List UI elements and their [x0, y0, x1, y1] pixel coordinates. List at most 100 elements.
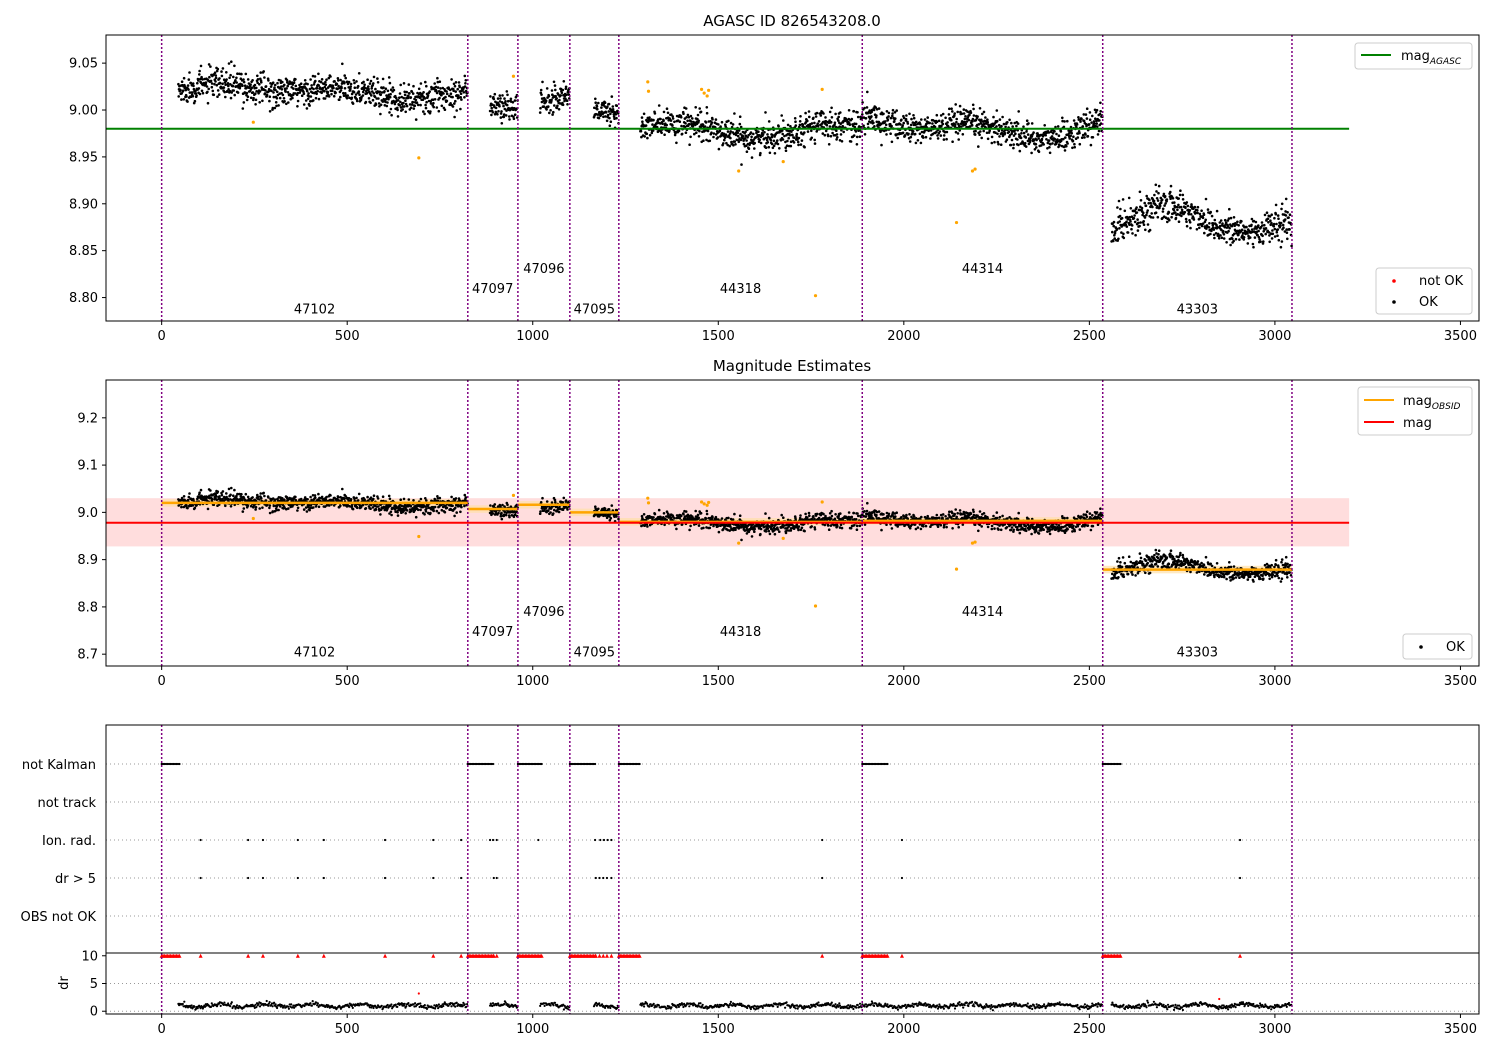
ok-point: [753, 141, 756, 145]
ok-point: [499, 97, 502, 100]
agasc-ytick-label: 8.85: [69, 244, 98, 259]
ok-point: [437, 109, 441, 113]
ok-point: [1129, 207, 1133, 210]
ok-point: [1135, 206, 1138, 209]
ok-point: [665, 107, 669, 110]
ok-point: [792, 141, 796, 144]
ok-point: [221, 82, 224, 86]
ok-point: [766, 133, 769, 136]
ok-point: [501, 503, 504, 507]
ok-point: [964, 115, 967, 118]
ok-point: [277, 104, 280, 107]
ok-point: [772, 139, 776, 143]
ok-point: [246, 95, 250, 98]
ok-point: [339, 78, 342, 82]
ok-point: [769, 138, 773, 142]
ok-point: [829, 134, 833, 138]
ok-point: [807, 511, 811, 515]
ok-point: [1090, 121, 1093, 124]
ok-point: [1185, 201, 1189, 204]
ok-point: [736, 134, 740, 138]
ok-point: [995, 119, 999, 123]
ok-point: [804, 111, 807, 115]
ok-point: [954, 123, 957, 126]
ok-point: [1142, 223, 1146, 226]
ok-point: [355, 99, 359, 103]
ok-point: [967, 118, 971, 122]
ok-point: [489, 95, 492, 98]
ok-point: [317, 84, 321, 87]
ok-point: [918, 132, 922, 136]
ok-point: [1097, 129, 1101, 133]
ok-point: [443, 108, 447, 111]
ok-point: [1002, 122, 1006, 126]
ok-point: [849, 526, 853, 530]
ok-point: [395, 96, 398, 100]
ok-point: [454, 506, 457, 510]
ok-point: [745, 150, 749, 153]
ok-point: [855, 528, 859, 531]
ok-point: [789, 527, 793, 530]
ok-point: [285, 78, 289, 82]
ok-point: [372, 494, 376, 498]
ok-point: [594, 505, 597, 509]
ok-point: [240, 72, 243, 76]
ok-point: [1222, 233, 1226, 236]
ok-point: [215, 69, 219, 73]
ok-point: [392, 88, 396, 92]
ok-point: [366, 91, 369, 95]
ok-point: [1016, 138, 1019, 141]
ok-point: [290, 81, 294, 84]
ok-point: [397, 99, 400, 102]
legend-marker: [1392, 279, 1396, 283]
ok-point: [402, 101, 405, 105]
ok-point: [1224, 221, 1228, 224]
ok-point: [1270, 221, 1273, 225]
ok-point: [609, 112, 612, 116]
ok-point: [455, 511, 459, 514]
ok-point: [1247, 234, 1250, 238]
ok-point: [673, 120, 676, 124]
ok-point: [191, 504, 195, 507]
ok-point: [1203, 220, 1207, 224]
ok-point: [557, 108, 561, 111]
ok-point: [747, 147, 751, 150]
ok-point: [753, 527, 756, 531]
ok-point: [783, 524, 786, 527]
ok-point: [812, 515, 815, 518]
ok-point: [364, 507, 368, 510]
ok-point: [919, 141, 923, 145]
ok-point: [559, 94, 562, 97]
ok-point: [958, 104, 962, 108]
ok-point: [214, 80, 217, 83]
ok-point: [423, 513, 426, 516]
ok-point: [387, 97, 390, 101]
ok-point: [870, 108, 874, 112]
ok-point: [680, 124, 683, 128]
ok-point: [1145, 211, 1149, 214]
ok-point: [597, 507, 600, 511]
ok-point: [766, 141, 770, 144]
ok-point: [342, 91, 345, 95]
ok-point: [717, 123, 720, 126]
ok-point: [1081, 125, 1085, 128]
ok-point: [396, 106, 399, 110]
ok-point: [463, 85, 467, 88]
ok-point: [538, 111, 542, 114]
ok-point: [611, 108, 615, 111]
ok-point: [339, 504, 342, 508]
ok-point: [799, 143, 803, 146]
ok-point: [187, 78, 191, 81]
ok-point: [279, 79, 282, 82]
ok-point: [597, 116, 601, 120]
ok-point: [953, 125, 957, 128]
ok-point: [722, 142, 725, 145]
ok-point: [230, 91, 233, 94]
ok-point: [1183, 210, 1187, 214]
ok-point: [1276, 228, 1280, 231]
ok-point: [1093, 122, 1096, 125]
ok-point: [419, 508, 422, 512]
ok-point: [823, 133, 827, 137]
ok-point: [1133, 220, 1137, 224]
ok-point: [1277, 217, 1280, 220]
